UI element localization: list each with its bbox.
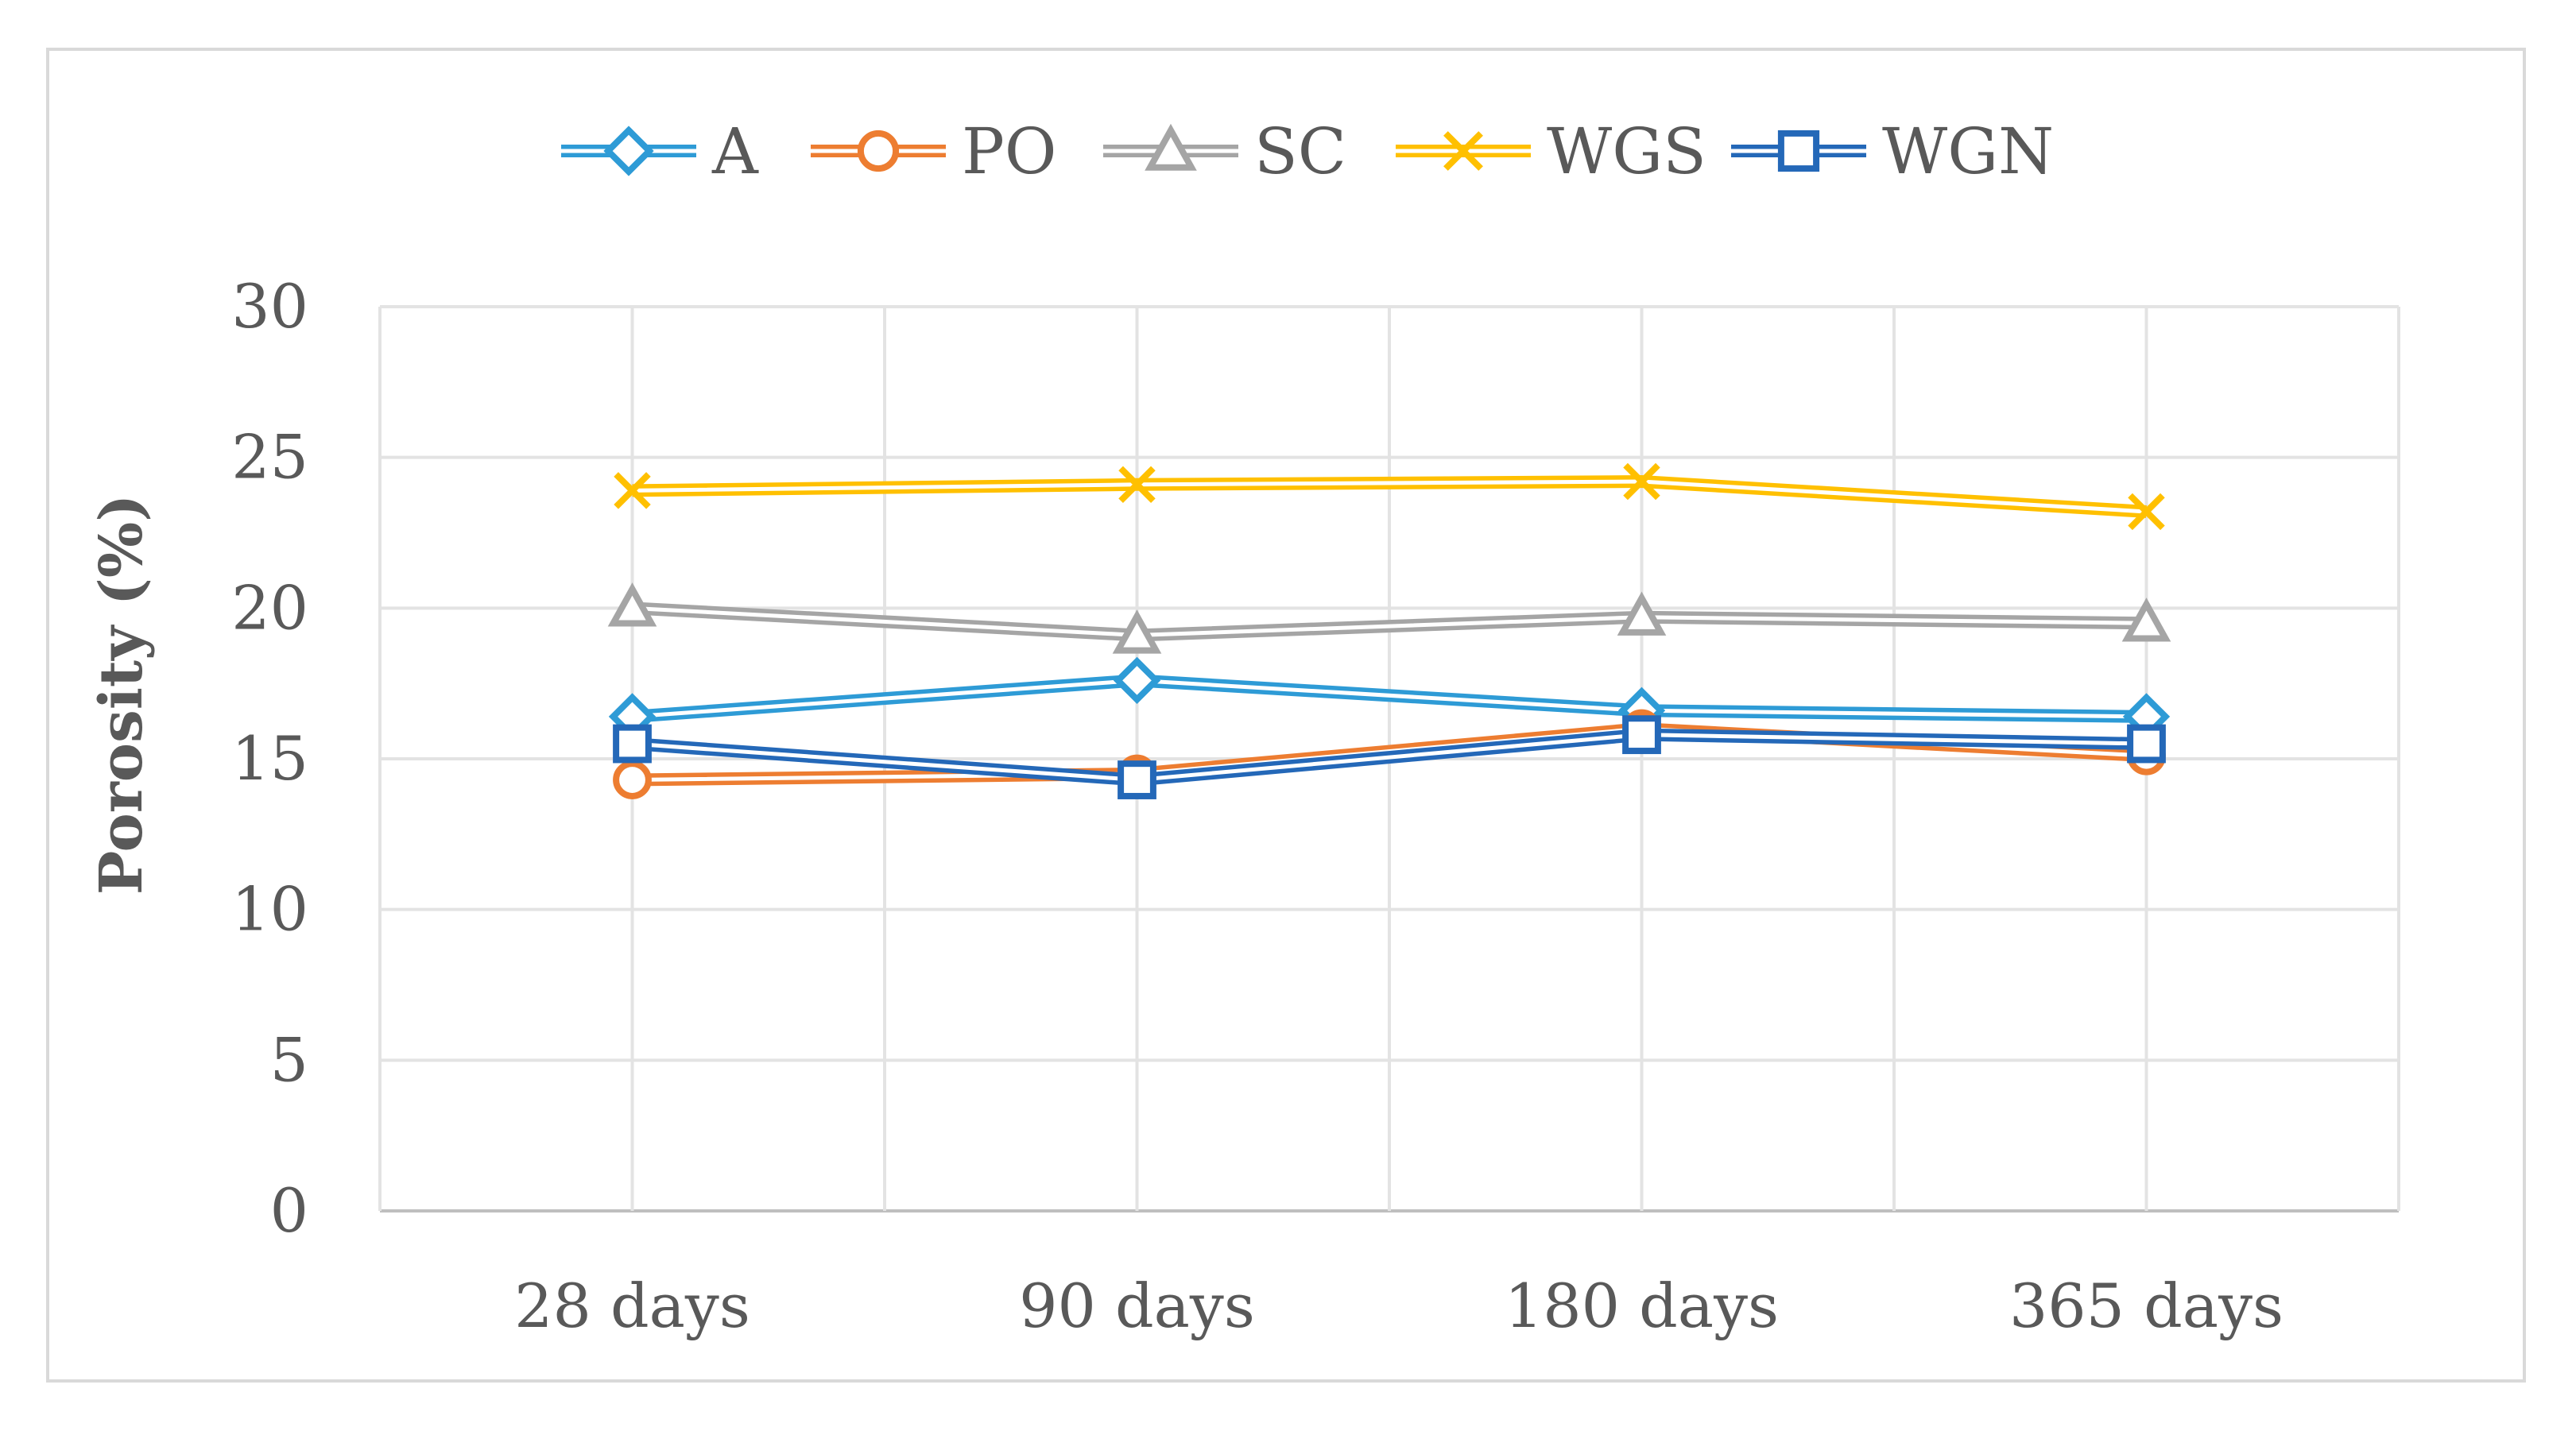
marker-wgn-2 [1118, 760, 1156, 799]
y-tick-label-0: 0 [270, 1175, 308, 1246]
legend-label-po: PO [962, 114, 1056, 188]
legend-marker-po [857, 130, 900, 172]
marker-wgs-1 [614, 472, 651, 509]
marker-wgs-3 [1623, 462, 1660, 501]
marker-sc-3 [1617, 591, 1667, 636]
y-tick-label-25: 25 [231, 422, 308, 493]
legend-item-wgs: WGS [1396, 114, 1706, 188]
legend-marker-sc [1145, 123, 1197, 171]
line-sc-inner [632, 605, 2147, 637]
marker-wgs-2-stroke-b [1118, 466, 1156, 504]
legend-marker-wgs [1443, 131, 1483, 171]
legend-marker-a [603, 126, 654, 176]
x-tick-label-1: 28 days [514, 1270, 750, 1341]
legend-item-po: PO [811, 114, 1056, 188]
legend-label-wgn: WGN [1882, 114, 2054, 188]
marker-a-2 [1113, 656, 1161, 705]
marker-wgn-3 [1622, 715, 1661, 755]
marker-wgn-1 [613, 724, 652, 764]
legend-label-wgs: WGS [1547, 114, 1706, 188]
series-sc [607, 582, 2171, 654]
x-tick-label-2: 90 days [1019, 1270, 1255, 1341]
y-tick-label-20: 20 [231, 572, 308, 643]
line-a-inner [632, 678, 2147, 719]
x-axis-ticks: 28 days 90 days 180 days 365 days [514, 1270, 2284, 1341]
marker-po-1 [613, 760, 652, 799]
marker-wgs-4 [2128, 493, 2165, 531]
y-tick-label-5: 5 [270, 1024, 308, 1095]
x-tick-label-3: 180 days [1505, 1270, 1779, 1341]
legend: A PO SC WGS WGN [561, 114, 2054, 188]
marker-wgn-4 [2127, 724, 2166, 764]
marker-wgs-2 [1118, 466, 1156, 504]
marker-sc-1 [607, 582, 657, 627]
marker-wgs-3-stroke-b [1623, 462, 1660, 501]
y-tick-label-30: 30 [231, 271, 308, 342]
legend-item-sc: SC [1103, 114, 1346, 188]
series-wgs [614, 462, 2165, 531]
line-wgs-inner [632, 479, 2147, 514]
marker-wgs-4-stroke-b [2128, 493, 2165, 531]
legend-label-sc: SC [1254, 114, 1346, 188]
series-wgn [613, 715, 2166, 799]
marker-sc-2 [1112, 609, 1162, 654]
legend-label-a: A [711, 114, 759, 188]
series-layer [607, 462, 2171, 799]
legend-marker-wgs-stroke-b [1443, 131, 1483, 171]
y-tick-label-15: 15 [231, 723, 308, 794]
marker-wgs-1-stroke-b [614, 472, 651, 509]
y-axis-title: Porosity (%) [87, 494, 156, 895]
legend-item-wgn: WGN [1731, 114, 2054, 188]
line-wgn-inner [632, 733, 2147, 783]
marker-sc-4 [2121, 598, 2171, 642]
x-tick-label-4: 365 days [2009, 1270, 2284, 1341]
y-tick-label-10: 10 [231, 874, 308, 945]
legend-item-a: A [561, 114, 759, 188]
legend-marker-wgn [1777, 130, 1820, 172]
y-axis-ticks: 0 5 10 15 20 25 30 [231, 271, 308, 1246]
